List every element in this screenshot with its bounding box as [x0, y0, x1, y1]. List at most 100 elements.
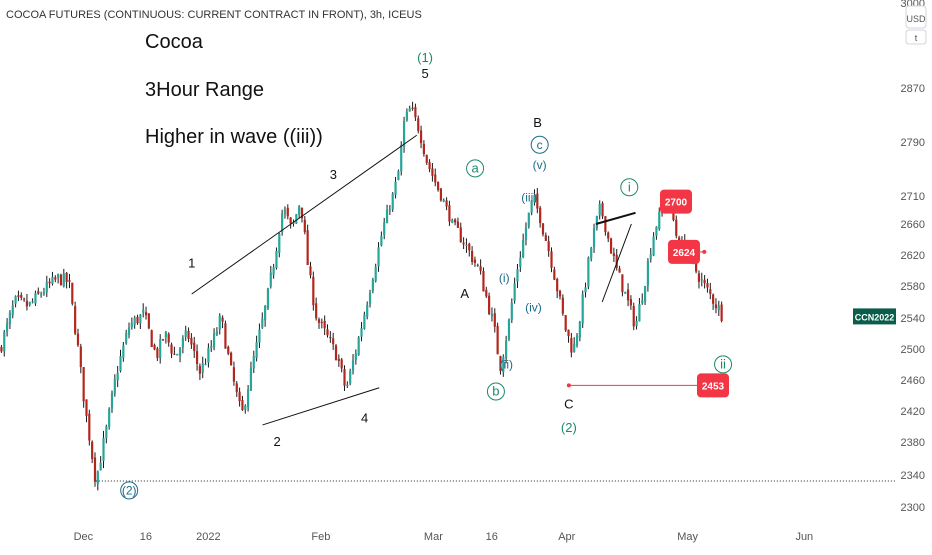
price-axis[interactable]: 2300 2340 2380 2420 2460 2500 2540 2580 2620 2660… — [896, 0, 932, 550]
wave-label: i — [628, 179, 631, 194]
candle-body — [383, 222, 386, 236]
wave-label: (v) — [533, 158, 547, 172]
candle-body — [428, 162, 431, 169]
candle-body — [59, 274, 63, 286]
candle-body — [513, 283, 516, 301]
candle-body — [632, 306, 635, 327]
y-tick-label: 2580 — [901, 281, 925, 293]
time-axis-bg — [0, 525, 896, 550]
horizontal-levels: 27002624245323332683265326252536CCN20222… — [95, 189, 928, 489]
candle-body — [329, 336, 332, 339]
candle-body — [201, 363, 204, 373]
x-tick-label: Jun — [795, 531, 813, 543]
y-tick-label: 2460 — [901, 375, 925, 387]
wave-labels: 1 2 3 4 5(1) (2) a A Bc (v) (iii) (i) (iv) (ii)b C (2) i… — [120, 50, 733, 500]
candle-body — [479, 266, 482, 271]
y-tick-label: 2420 — [901, 406, 925, 418]
wave-label: a — [471, 160, 479, 175]
candle-body — [578, 321, 581, 338]
wave-label: (2) — [561, 420, 577, 435]
candle-body — [136, 316, 139, 324]
scale-box[interactable]: USD t — [905, 5, 927, 45]
y-tick-label: 2300 — [901, 502, 925, 514]
candle-body — [451, 219, 454, 223]
candle-body — [496, 325, 499, 355]
candle-body — [292, 222, 295, 224]
candle-body — [37, 291, 40, 294]
candle-body — [601, 203, 604, 217]
candle-body — [567, 329, 570, 337]
candle-body — [224, 323, 227, 349]
time-axis[interactable]: Dec 16 2022 Feb Mar 16 Apr May Jun — [0, 525, 896, 550]
candle-body — [198, 365, 202, 374]
candle-body — [476, 264, 479, 266]
candle-body — [368, 292, 372, 305]
y-tick-label: 2660 — [901, 219, 925, 231]
candle-body — [592, 228, 596, 248]
level-badge-label: 2624 — [673, 248, 696, 259]
candle-body — [363, 314, 366, 329]
candle-body — [587, 257, 590, 287]
candles — [0, 101, 723, 491]
candle-body — [612, 253, 615, 256]
candle-body — [541, 223, 545, 235]
y-tick-label: 3000 — [901, 0, 925, 10]
candle-body — [590, 247, 593, 259]
candle-body — [618, 268, 621, 273]
candle-body — [675, 219, 678, 236]
candle-body — [516, 269, 519, 282]
candle-body — [218, 315, 221, 330]
candle-body — [349, 370, 352, 384]
candle-body — [655, 226, 658, 236]
wave-label: (iv) — [525, 301, 542, 315]
candle-body — [184, 330, 187, 337]
candle-body — [167, 333, 170, 343]
wave-label-circle — [120, 481, 139, 500]
candle-body — [357, 337, 360, 355]
candle-body — [380, 236, 383, 246]
candle-body — [99, 462, 102, 471]
candle-body — [332, 338, 335, 345]
candle-body — [385, 209, 389, 224]
x-tick-label: Mar — [424, 531, 443, 543]
candle-body — [643, 286, 647, 302]
candle-body — [700, 279, 703, 281]
candle-body — [252, 356, 255, 369]
wave-label-circle — [620, 178, 639, 197]
candle-body — [717, 305, 720, 311]
y-tick-label: 2790 — [901, 137, 925, 149]
candle-body — [419, 130, 423, 144]
wave-label: b — [492, 384, 499, 399]
y-tick-label: 2710 — [901, 191, 925, 203]
unit-label: t — [915, 33, 918, 43]
candle-body — [493, 313, 496, 327]
candle-body — [283, 209, 287, 214]
candle-body — [108, 408, 111, 427]
candle-body — [490, 313, 494, 317]
candle-body — [147, 313, 150, 329]
candle-body — [595, 215, 598, 229]
candle-body — [249, 368, 253, 391]
candle-body — [417, 118, 420, 131]
candle-body — [615, 254, 618, 268]
candle-body — [326, 329, 329, 336]
candle-body — [300, 207, 304, 219]
candle-body — [334, 345, 338, 361]
wave-label: C — [564, 397, 573, 412]
candle-body — [400, 144, 403, 172]
y-tick-label: 2870 — [901, 83, 925, 95]
candle-body — [473, 259, 477, 263]
candle-body — [564, 315, 567, 331]
candle-body — [391, 193, 394, 210]
candle-body — [88, 413, 91, 441]
candle-body — [524, 227, 528, 241]
candle-body — [119, 356, 122, 372]
candle-body — [425, 154, 428, 163]
candle-body — [312, 276, 315, 306]
candle-body — [8, 312, 12, 325]
trend-lines — [191, 134, 636, 426]
candle-body — [153, 344, 156, 350]
candle-body — [275, 250, 278, 268]
